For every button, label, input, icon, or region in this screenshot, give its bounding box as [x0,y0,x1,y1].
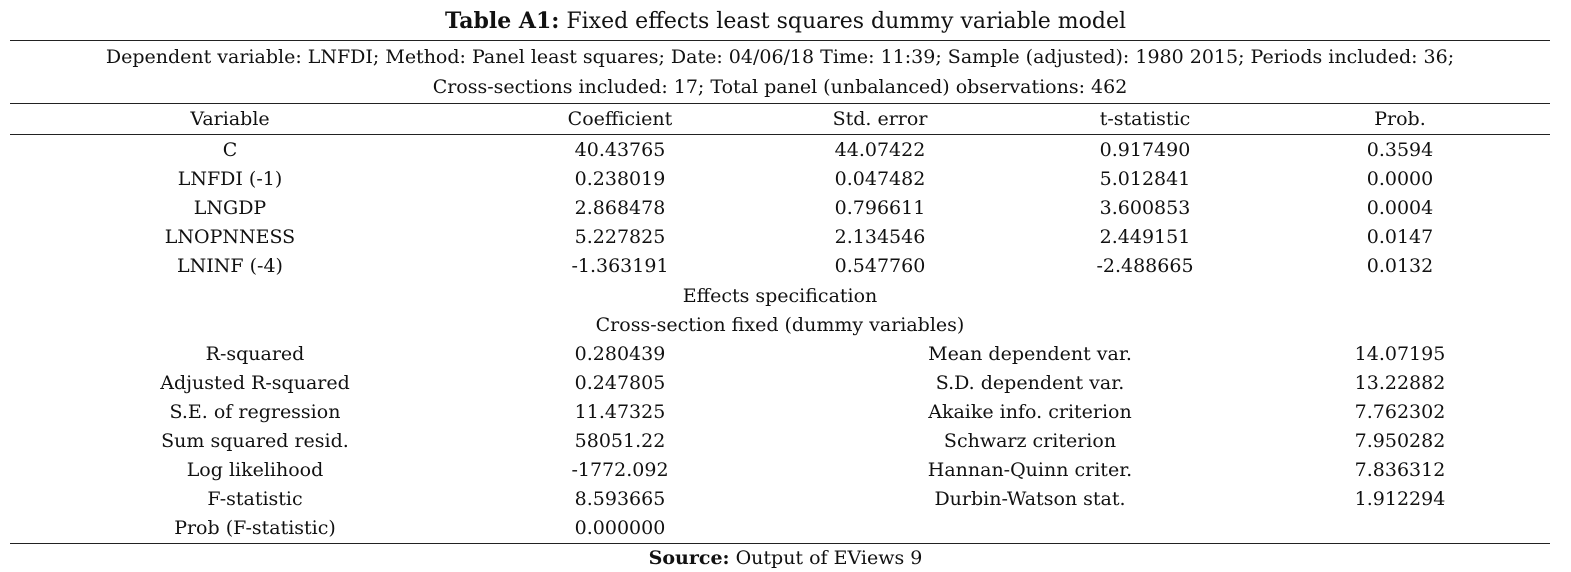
stat-label-left: Prob (F-statistic) [174,517,336,539]
header-variable: Variable [190,108,270,130]
header-prob: Prob. [1374,108,1426,130]
metadata-line-2: Cross-sections included: 17; Total panel… [432,76,1128,98]
caption-label: Table A1: [444,8,560,34]
coefficient-cell: 2.868478 [574,197,666,219]
effects-title-row: Effects specification [10,282,1550,311]
header-bottom-rule [10,134,1550,135]
stat-label-right: Akaike info. criterion [928,401,1132,423]
caption-text: Fixed effects least squares dummy variab… [559,9,1127,34]
model-metadata: Dependent variable: LNFDI; Method: Panel… [10,42,1550,102]
stat-label-left: S.E. of regression [169,401,341,423]
stat-value-right: 7.950282 [1354,430,1446,452]
table-source-note: Source: Output of EViews 9 [0,544,1571,572]
variable-cell: C [222,139,238,161]
std-error-cell: 44.07422 [834,139,926,161]
header-row: Variable Coefficient Std. error t-statis… [10,105,1550,134]
header-top-rule [10,103,1550,104]
stat-value-right: 7.836312 [1354,459,1446,481]
stat-value-left: 11.47325 [574,401,666,423]
stat-value-left: 58051.22 [574,430,666,452]
source-label: Source: [648,547,730,569]
stat-value-right: 14.07195 [1354,343,1446,365]
stat-label-left: F-statistic [207,488,303,510]
stats-row: Log likelihood -1772.092 Hannan-Quinn cr… [10,456,1550,485]
prob-cell: 0.0132 [1366,255,1434,277]
effects-subtitle-row: Cross-section fixed (dummy variables) [10,311,1550,340]
stat-value-left: 8.593665 [574,488,666,510]
stats-row: F-statistic 8.593665 Durbin-Watson stat.… [10,485,1550,514]
stat-value-left: 0.000000 [574,517,666,539]
stats-row: Prob (F-statistic) 0.000000 [10,514,1550,543]
coefficient-cell: -1.363191 [571,255,669,277]
std-error-cell: 0.047482 [834,168,926,190]
stat-value-right: 1.912294 [1354,488,1446,510]
metadata-line-1: Dependent variable: LNFDI; Method: Panel… [105,46,1455,68]
t-statistic-cell: 5.012841 [1099,168,1191,190]
stats-row: R-squared 0.280439 Mean dependent var. 1… [10,340,1550,369]
prob-cell: 0.0147 [1366,226,1434,248]
effects-subtitle: Cross-section fixed (dummy variables) [595,314,965,336]
coefficient-cell: 0.238019 [574,168,666,190]
top-rule [10,40,1550,41]
variable-cell: LNINF (-4) [177,255,283,277]
stat-label-left: R-squared [205,343,305,365]
stats-row: S.E. of regression 11.47325 Akaike info.… [10,398,1550,427]
header-coefficient: Coefficient [567,108,673,130]
stat-label-right: Hannan-Quinn criter. [927,459,1133,481]
header-std-error: Std. error [832,108,928,130]
stat-label-right: S.D. dependent var. [935,372,1125,394]
bottom-rule [10,543,1550,544]
stat-value-left: -1772.092 [571,459,669,481]
table-row: LNOPNNESS 5.227825 2.134546 2.449151 0.0… [10,223,1550,252]
stat-value-left: 0.280439 [574,343,666,365]
header-t-statistic: t-statistic [1099,108,1191,130]
stat-value-right: 7.762302 [1354,401,1446,423]
table-row: LNINF (-4) -1.363191 0.547760 -2.488665 … [10,252,1550,281]
std-error-cell: 0.796611 [834,197,926,219]
t-statistic-cell: 3.600853 [1099,197,1191,219]
stat-label-left: Sum squared resid. [161,430,349,452]
prob-cell: 0.0004 [1366,197,1434,219]
source-text: Output of EViews 9 [729,547,923,569]
stat-label-left: Log likelihood [186,459,324,481]
variable-cell: LNGDP [193,197,267,219]
variable-cell: LNFDI (-1) [177,168,283,190]
t-statistic-cell: -2.488665 [1096,255,1194,277]
std-error-cell: 2.134546 [834,226,926,248]
prob-cell: 0.3594 [1366,139,1434,161]
t-statistic-cell: 0.917490 [1099,139,1191,161]
table-row: C 40.43765 44.07422 0.917490 0.3594 [10,136,1550,165]
prob-cell: 0.0000 [1366,168,1434,190]
stat-label-right: Durbin-Watson stat. [934,488,1126,510]
effects-title: Effects specification [682,285,878,307]
stat-label-right: Mean dependent var. [928,343,1132,365]
table-caption: Table A1: Fixed effects least squares du… [0,6,1571,37]
stat-value-left: 0.247805 [574,372,666,394]
stat-label-right: Schwarz criterion [943,430,1117,452]
std-error-cell: 0.547760 [834,255,926,277]
stats-row: Sum squared resid. 58051.22 Schwarz crit… [10,427,1550,456]
coefficient-cell: 5.227825 [574,226,666,248]
table-row: LNFDI (-1) 0.238019 0.047482 5.012841 0.… [10,165,1550,194]
stat-value-right: 13.22882 [1354,372,1446,394]
stats-row: Adjusted R-squared 0.247805 S.D. depende… [10,369,1550,398]
coefficient-cell: 40.43765 [574,139,666,161]
t-statistic-cell: 2.449151 [1099,226,1191,248]
stat-label-left: Adjusted R-squared [160,372,350,394]
table-row: LNGDP 2.868478 0.796611 3.600853 0.0004 [10,194,1550,223]
variable-cell: LNOPNNESS [164,226,296,248]
